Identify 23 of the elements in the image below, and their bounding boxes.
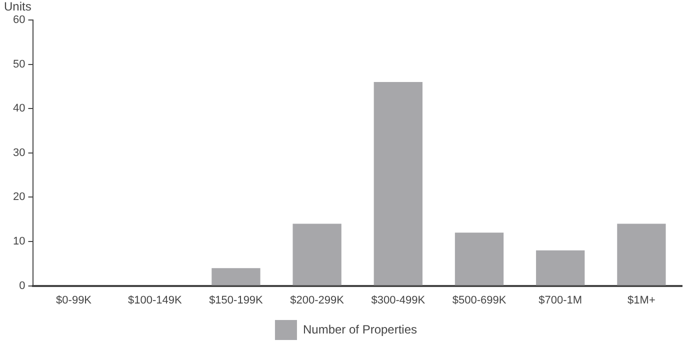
- x-tick-label: $300-499K: [371, 294, 426, 306]
- y-tick-label: 20: [12, 191, 26, 204]
- x-tick-label: $0-99K: [56, 294, 92, 306]
- y-tick-label: 10: [12, 236, 26, 248]
- bar: [374, 82, 422, 286]
- y-tick-label: 50: [12, 58, 26, 70]
- bar: [212, 268, 260, 286]
- y-tick-label: 0: [19, 280, 26, 292]
- x-tick-label: $500-699K: [452, 294, 507, 306]
- x-tick-label: $200-299K: [290, 294, 345, 306]
- y-tick-label: 40: [12, 102, 26, 115]
- y-tick-label: 60: [12, 14, 26, 26]
- legend-label: Number of Properties: [302, 322, 418, 336]
- bar: [617, 224, 666, 286]
- x-tick-label: $700-1M: [538, 294, 582, 306]
- x-tick-label: $100-149K: [128, 294, 182, 306]
- y-tick-label: 30: [12, 146, 26, 159]
- bar: [536, 250, 585, 286]
- bar: [292, 224, 342, 286]
- x-tick-label: $150-199K: [209, 294, 264, 306]
- y-axis-title: Units: [4, 0, 32, 14]
- x-tick-label: $1M+: [628, 294, 656, 306]
- bar: [454, 232, 504, 286]
